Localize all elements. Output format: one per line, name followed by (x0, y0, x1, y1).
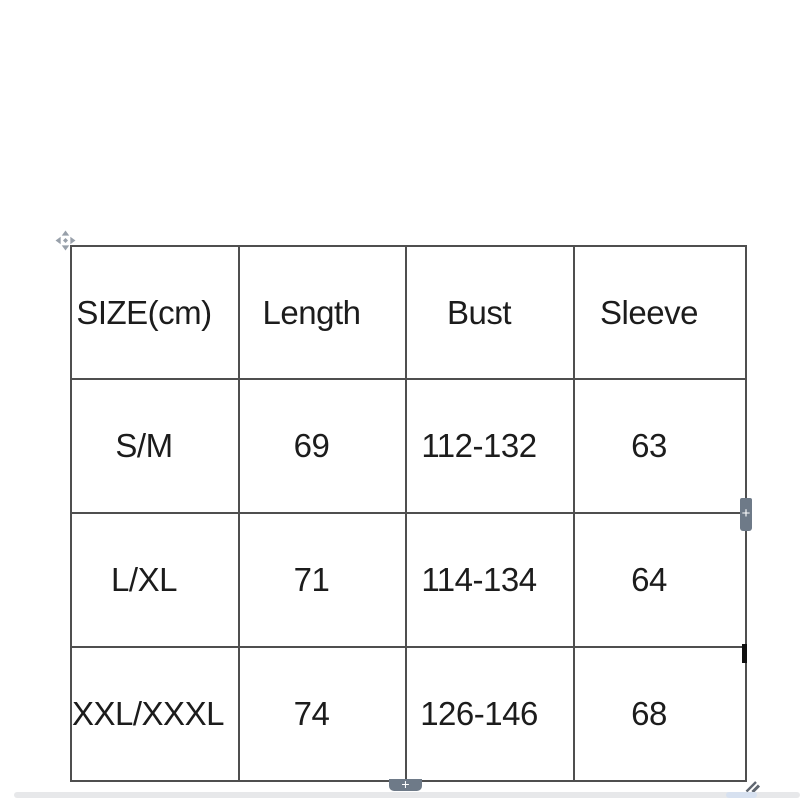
resize-grip-icon[interactable] (744, 779, 760, 793)
insert-column-button[interactable]: + (389, 776, 422, 792)
cell-bust: 114-134 (405, 512, 575, 648)
insert-row-button[interactable]: + (740, 498, 752, 531)
header-cell-size: SIZE(cm) (70, 245, 240, 380)
cell-length: 71 (238, 512, 407, 648)
header-row: SIZE(cm) Length Bust Sleeve (70, 245, 747, 380)
selection-mark (742, 644, 747, 663)
plus-icon: + (401, 776, 410, 792)
table-move-icon[interactable] (55, 230, 76, 251)
table-row-sm: S/M 69 112-132 63 (70, 378, 747, 514)
cell-size: S/M (70, 378, 240, 514)
scrollbar-thumb[interactable] (726, 792, 757, 798)
header-cell-bust: Bust (405, 245, 575, 380)
cell-size: XXL/XXXL (70, 646, 240, 782)
cell-sleeve: 63 (573, 378, 747, 514)
plus-icon: + (741, 505, 751, 522)
cell-sleeve: 64 (573, 512, 747, 648)
cell-sleeve: 68 (573, 646, 747, 782)
cell-length: 74 (238, 646, 407, 782)
cell-bust: 126-146 (405, 646, 575, 782)
table-row-xxl: XXL/XXXL 74 126-146 68 (70, 646, 747, 782)
cell-bust: 112-132 (405, 378, 575, 514)
horizontal-scrollbar[interactable] (14, 792, 800, 798)
size-chart-table: SIZE(cm) Length Bust Sleeve S/M 69 112-1… (70, 245, 747, 782)
cell-size: L/XL (70, 512, 240, 648)
cell-length: 69 (238, 378, 407, 514)
header-cell-sleeve: Sleeve (573, 245, 747, 380)
table-row-lxl: L/XL 71 114-134 64 (70, 512, 747, 648)
header-cell-length: Length (238, 245, 407, 380)
